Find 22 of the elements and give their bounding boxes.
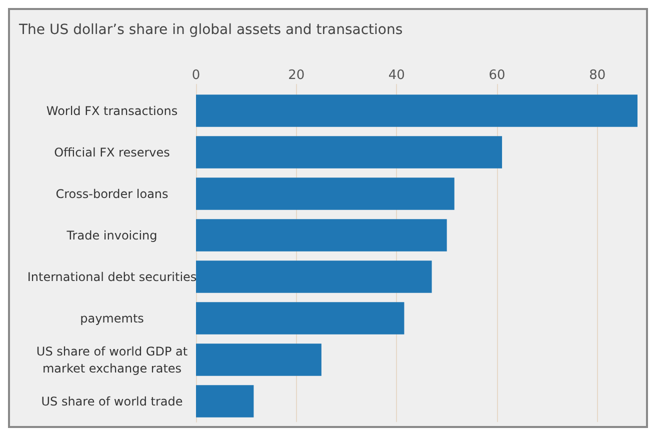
x-tick-label: 0	[192, 68, 200, 83]
bar	[196, 94, 638, 127]
bar	[196, 302, 404, 334]
bar	[196, 136, 502, 168]
chart-title: The US dollar’s share in global assets and transactions	[18, 22, 403, 38]
bar	[196, 260, 432, 293]
x-tick-label: 40	[388, 68, 405, 83]
x-tick-label: 20	[288, 68, 305, 83]
y-tick-label: Cross-border loans	[56, 186, 168, 201]
bar	[196, 178, 454, 210]
y-tick-label: Official FX reserves	[54, 145, 170, 160]
x-tick-label: 80	[589, 68, 606, 83]
bar	[196, 385, 254, 418]
y-tick-label: World FX transactions	[46, 104, 178, 118]
bar	[196, 219, 447, 252]
y-tick-label: International debt securities	[27, 270, 197, 284]
y-tick-label: Trade invoicing	[66, 228, 158, 242]
y-tick-label: US share of world trade	[41, 394, 183, 408]
y-tick-label: US share of world GDP at market exchange rates	[36, 344, 188, 376]
bar	[196, 344, 322, 376]
y-tick-label: paymemts	[80, 311, 144, 326]
x-tick-label: 60	[488, 68, 506, 83]
